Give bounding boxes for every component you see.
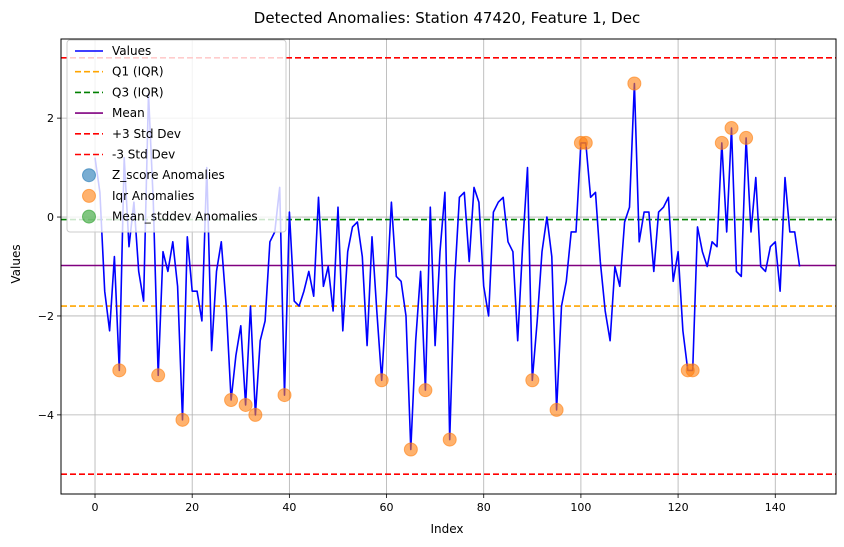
anomaly-marker (112, 363, 127, 378)
axis-ticks: 0 20 40 60 80 100 120 140 −4 −2 0 2 (38, 112, 786, 514)
legend-label: Values (112, 44, 151, 58)
legend-swatch-marker (82, 188, 96, 203)
legend-label: Mean_stddev Anomalies (112, 210, 258, 224)
legend-swatch-marker (82, 209, 96, 224)
anomaly-marker (578, 135, 593, 150)
x-tick-label: 80 (477, 501, 491, 514)
anomaly-marker (739, 130, 754, 145)
anomaly-marker (175, 412, 190, 427)
x-tick-label: 0 (92, 501, 99, 514)
legend-label: Q1 (IQR) (112, 65, 164, 79)
anomaly-marker (525, 373, 540, 388)
anomaly-marker (549, 402, 564, 417)
x-tick-label: 60 (380, 501, 394, 514)
x-tick-label: 20 (185, 501, 199, 514)
y-tick-label: 2 (47, 112, 54, 125)
anomaly-marker (277, 388, 292, 403)
anomaly-marker (724, 121, 739, 136)
series (94, 82, 801, 451)
y-axis-label: Values (9, 244, 23, 283)
y-tick-label: −4 (38, 409, 54, 422)
anomaly-markers (112, 76, 754, 457)
y-tick-label: 0 (47, 211, 54, 224)
x-tick-label: 40 (282, 501, 296, 514)
x-tick-label: 120 (668, 501, 689, 514)
values-line (94, 82, 801, 451)
chart-title: Detected Anomalies: Station 47420, Featu… (254, 9, 640, 27)
anomaly-marker (418, 383, 433, 398)
anomaly-marker (627, 76, 642, 91)
plot-frame (60, 38, 837, 495)
anomaly-marker (151, 368, 166, 383)
legend-label: +3 Std Dev (112, 127, 181, 141)
anomaly-marker (238, 397, 253, 412)
x-tick-label: 140 (765, 501, 786, 514)
anomaly-marker (374, 373, 389, 388)
anomaly-marker (403, 442, 418, 457)
legend-label: -3 Std Dev (112, 148, 175, 162)
legend-label: Z_score Anomalies (112, 168, 225, 182)
legend-label: Mean (112, 106, 145, 120)
legend-box (66, 39, 287, 233)
anomaly-marker (248, 407, 263, 422)
legend-swatch-marker (82, 168, 96, 183)
y-tick-label: −2 (38, 310, 54, 323)
anomaly-marker (685, 363, 700, 378)
x-tick-label: 100 (570, 501, 591, 514)
anomaly-marker (714, 135, 729, 150)
x-axis-label: Index (430, 522, 463, 536)
anomaly-marker (442, 432, 457, 447)
legend-label: Q3 (IQR) (112, 85, 164, 99)
anomaly-marker (224, 393, 239, 408)
legend-label: Iqr Anomalies (112, 189, 194, 203)
legend: Values Q1 (IQR) Q3 (IQR) Mean +3 Std Dev -3 S… (66, 39, 287, 233)
